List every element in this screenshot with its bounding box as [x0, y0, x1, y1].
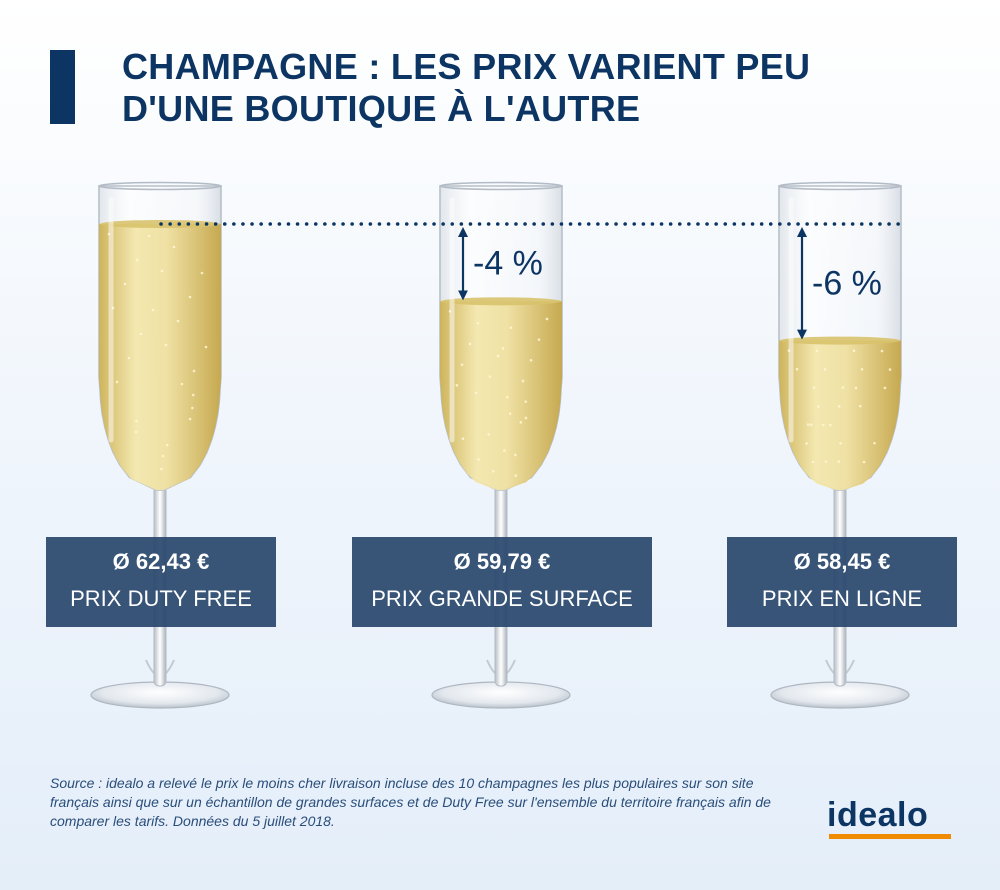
glass-prix-grande-surface	[431, 181, 571, 709]
category-label: PRIX GRANDE SURFACE	[371, 586, 633, 611]
logo-underline	[829, 834, 951, 839]
idealo-logo: idealo	[827, 796, 929, 834]
champagne-level-bar	[440, 301, 562, 490]
champagne-level-bar	[99, 224, 221, 490]
title-line-1: CHAMPAGNE : LES PRIX VARIENT PEU	[122, 46, 811, 87]
category-label: PRIX EN LIGNE	[761, 586, 923, 611]
label-box-en-ligne: Ø 58,45 € PRIX EN LIGNE	[727, 537, 957, 627]
source-note: Source : idealo a relevé le prix le moin…	[50, 775, 771, 829]
label-box-grande-surface: Ø 59,79 € PRIX GRANDE SURFACE	[352, 537, 652, 627]
label-box-duty-free: Ø 62,43 € PRIX DUTY FREE	[46, 537, 276, 627]
category-label: PRIX DUTY FREE	[70, 586, 252, 611]
title-accent-bar	[50, 50, 75, 124]
price-label: Ø 62,43 €	[112, 549, 210, 574]
price-label: Ø 59,79 €	[453, 549, 551, 574]
difference-label: -4 %	[473, 245, 543, 283]
difference-label: -6 %	[812, 264, 882, 302]
title-line-2: D'UNE BOUTIQUE À L'AUTRE	[122, 88, 641, 129]
champagne-level-bar	[779, 340, 901, 490]
price-label: Ø 58,45 €	[793, 549, 891, 574]
glass-prix-en-ligne	[770, 181, 910, 709]
page-title: CHAMPAGNE : LES PRIX VARIENT PEU D'UNE B…	[122, 46, 810, 130]
glass-prix-duty-free	[90, 181, 230, 709]
